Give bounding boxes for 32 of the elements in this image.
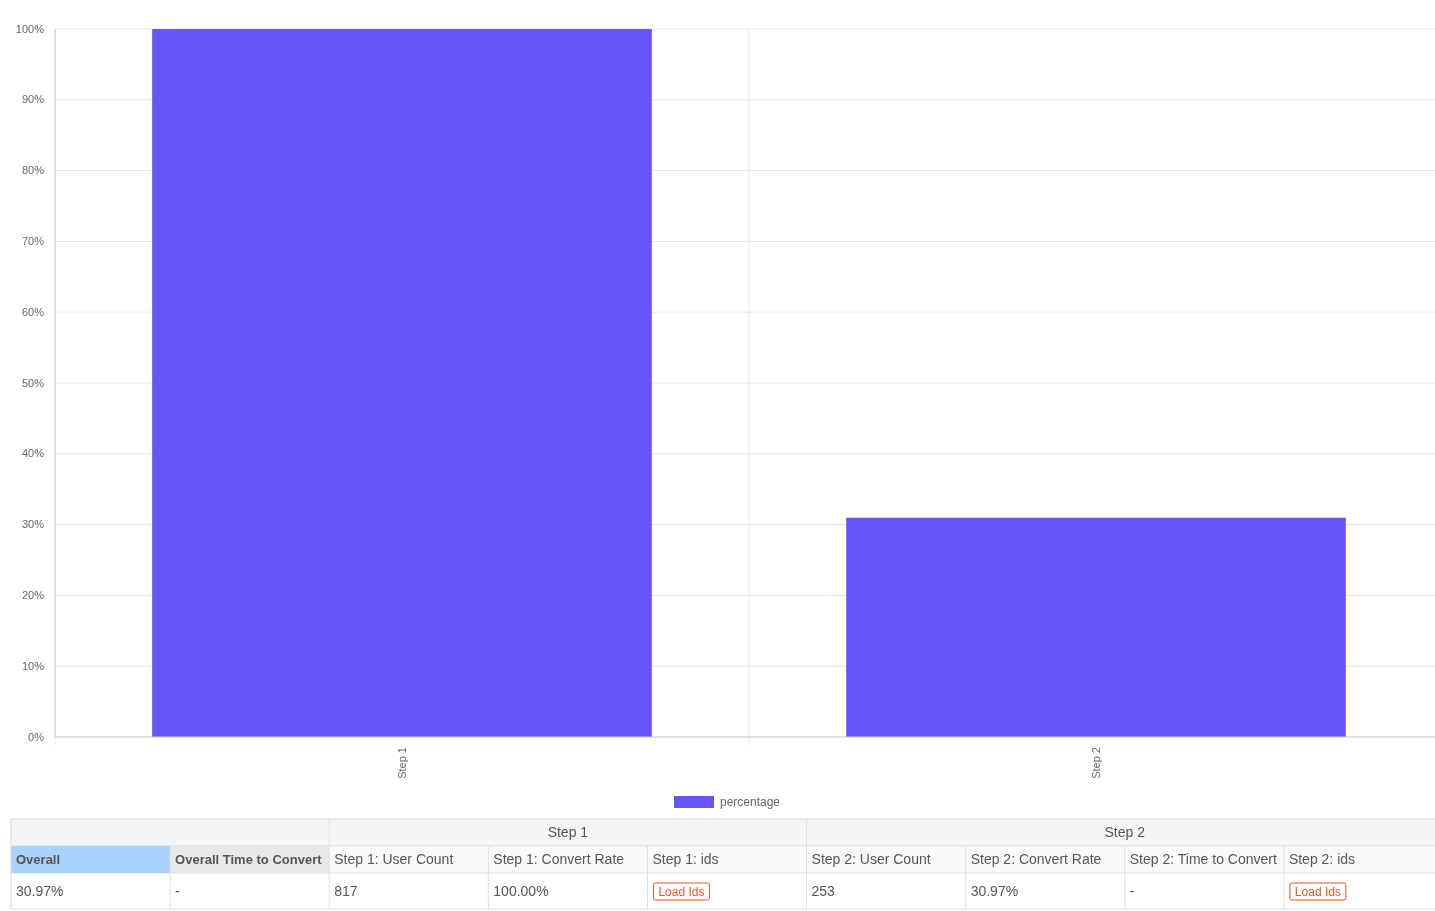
y-tick-label: 90% <box>21 93 45 106</box>
text: 253 <box>811 882 836 899</box>
y-tick-label: 70% <box>21 234 45 247</box>
text: - <box>175 882 181 899</box>
y-tick-label: 80% <box>21 164 45 177</box>
text: Overall <box>16 852 61 868</box>
text: 30.97% <box>970 882 1019 899</box>
y-tick-label: 0% <box>28 730 45 743</box>
load-button: Load Ids <box>652 882 710 901</box>
text: 100.00% <box>493 882 549 899</box>
text: - <box>1129 882 1135 899</box>
text: Step 1: User Count <box>334 851 454 868</box>
load-button: Load Ids <box>1289 882 1347 901</box>
y-tick-label: 50% <box>21 376 45 389</box>
y-tick-label: 20% <box>21 588 45 601</box>
text: 30.97% <box>16 882 64 899</box>
y-tick-label: 40% <box>21 447 45 460</box>
text: Overall Time to Convert <box>175 852 323 868</box>
text: Step 1 <box>547 824 589 841</box>
legend-label: percentage <box>720 795 781 810</box>
y-tick-label: 60% <box>21 305 45 318</box>
text: Step 1: ids <box>652 851 719 868</box>
y-tick-label: 10% <box>21 659 45 672</box>
text: Step 2: Convert Rate <box>970 851 1102 868</box>
y-tick-label: 100% <box>15 22 45 35</box>
text: Step 2: Time to Convert <box>1129 851 1277 868</box>
text: Step 2 <box>1104 824 1146 841</box>
y-tick-label: 30% <box>21 518 45 531</box>
text: Step 1: Convert Rate <box>493 851 625 868</box>
text: 817 <box>334 882 358 899</box>
text: Step 2: ids <box>1288 851 1356 868</box>
text: Step 2: User Count <box>811 851 931 868</box>
